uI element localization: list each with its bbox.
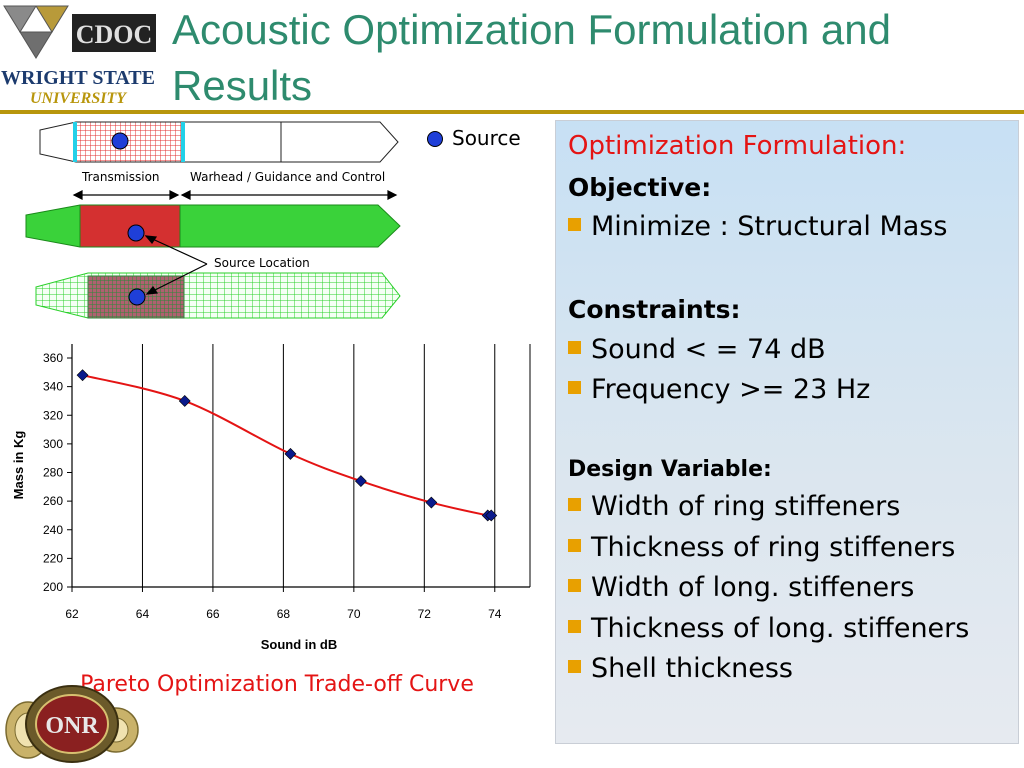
missile-solid-model (25, 204, 401, 248)
chart-grid (71, 344, 531, 587)
y-tick-labels: 200 220 240 260 280 300 320 340 360 (43, 351, 63, 594)
bullet-icon (568, 381, 581, 394)
x-tick-label: 70 (347, 607, 361, 621)
y-tick-label: 260 (43, 494, 63, 508)
design-variable-item: Width of long. stiffeners (568, 572, 914, 603)
source-marker (127, 224, 145, 242)
constraint-item: Frequency >= 23 Hz (568, 374, 870, 405)
label-warhead: Warhead / Guidance and Control (190, 170, 386, 184)
source-location-pointers (144, 235, 208, 295)
y-tick-label: 240 (43, 523, 63, 537)
x-tick-label: 74 (488, 607, 502, 621)
bullet-icon (568, 539, 581, 552)
data-point (425, 496, 438, 509)
design-variable-item: Thickness of long. stiffeners (568, 613, 969, 644)
bullet-icon (568, 620, 581, 633)
title-divider (0, 110, 1024, 114)
dimension-arrows (72, 190, 398, 200)
objective-item: Minimize : Structural Mass (568, 211, 947, 242)
y-tick-label: 320 (43, 408, 63, 422)
logo-university-text: UNIVERSITY (30, 90, 127, 106)
bullet-icon (568, 498, 581, 511)
y-axis-label: Mass in Kg (11, 431, 26, 500)
data-point (284, 447, 297, 460)
label-source-location: Source Location (214, 256, 310, 270)
label-transmission: Transmission (82, 170, 160, 184)
bullet-icon (568, 218, 581, 231)
source-marker (111, 132, 129, 150)
formulation-title: Optimization Formulation: (568, 131, 907, 161)
design-variable-item: Shell thickness (568, 653, 793, 684)
chart-caption: Pareto Optimization Trade-off Curve (80, 672, 474, 697)
page-title-line1: Acoustic Optimization Formulation and (172, 6, 891, 53)
wright-state-cdoc-logo: CDOC WRIGHT STATE UNIVERSITY (1, 5, 156, 106)
bullet-icon (568, 341, 581, 354)
constraints-heading: Constraints: (568, 295, 741, 324)
y-tick-label: 200 (43, 580, 63, 594)
onr-seal-logo: ONR (5, 685, 139, 763)
x-tick-label: 66 (206, 607, 220, 621)
bullet-icon (568, 660, 581, 673)
logo-wright-state-text: WRIGHT STATE (1, 67, 155, 89)
x-tick-label: 68 (277, 607, 291, 621)
x-tick-labels: 62 64 66 68 70 72 74 (65, 607, 501, 621)
y-tick-label: 340 (43, 380, 63, 394)
source-marker (128, 288, 146, 306)
y-tick-label: 300 (43, 437, 63, 451)
data-point (178, 395, 191, 407)
bullet-icon (568, 579, 581, 592)
missile-mesh-model (35, 272, 401, 319)
objective-heading: Objective: (568, 173, 712, 202)
pareto-chart: 200 220 240 260 280 300 320 340 360 62 64 66 68 70 72… (11, 344, 531, 652)
page-title-line2: Results (172, 62, 313, 109)
onr-text: ONR (45, 713, 99, 739)
data-point (76, 369, 89, 382)
constraint-item: Sound < = 74 dB (568, 334, 826, 365)
page-title: Acoustic Optimization Formulation and Re… (172, 2, 1012, 114)
design-variable-item: Thickness of ring stiffeners (568, 532, 955, 563)
x-tick-label: 64 (136, 607, 150, 621)
y-tick-label: 280 (43, 466, 63, 480)
data-points (76, 369, 498, 522)
data-point (354, 475, 367, 488)
legend-source-label: Source (452, 126, 521, 150)
legend-source-marker (427, 131, 443, 147)
missile-diagram (25, 121, 401, 319)
design-variable-item: Width of ring stiffeners (568, 491, 900, 522)
formulation-panel: Optimization Formulation: Objective: Min… (555, 120, 1019, 744)
y-tick-label: 220 (43, 551, 63, 565)
x-tick-label: 72 (418, 607, 432, 621)
x-axis-label: Sound in dB (261, 637, 338, 652)
trade-off-curve (82, 374, 495, 518)
x-tick-label: 62 (65, 607, 79, 621)
missile-outline-diagram (39, 121, 399, 163)
logo-cdoc-text: CDOC (76, 20, 153, 49)
y-tick-label: 360 (43, 351, 63, 365)
data-point (485, 509, 498, 522)
chart-axes (67, 344, 530, 592)
design-variable-heading: Design Variable: (568, 457, 772, 482)
